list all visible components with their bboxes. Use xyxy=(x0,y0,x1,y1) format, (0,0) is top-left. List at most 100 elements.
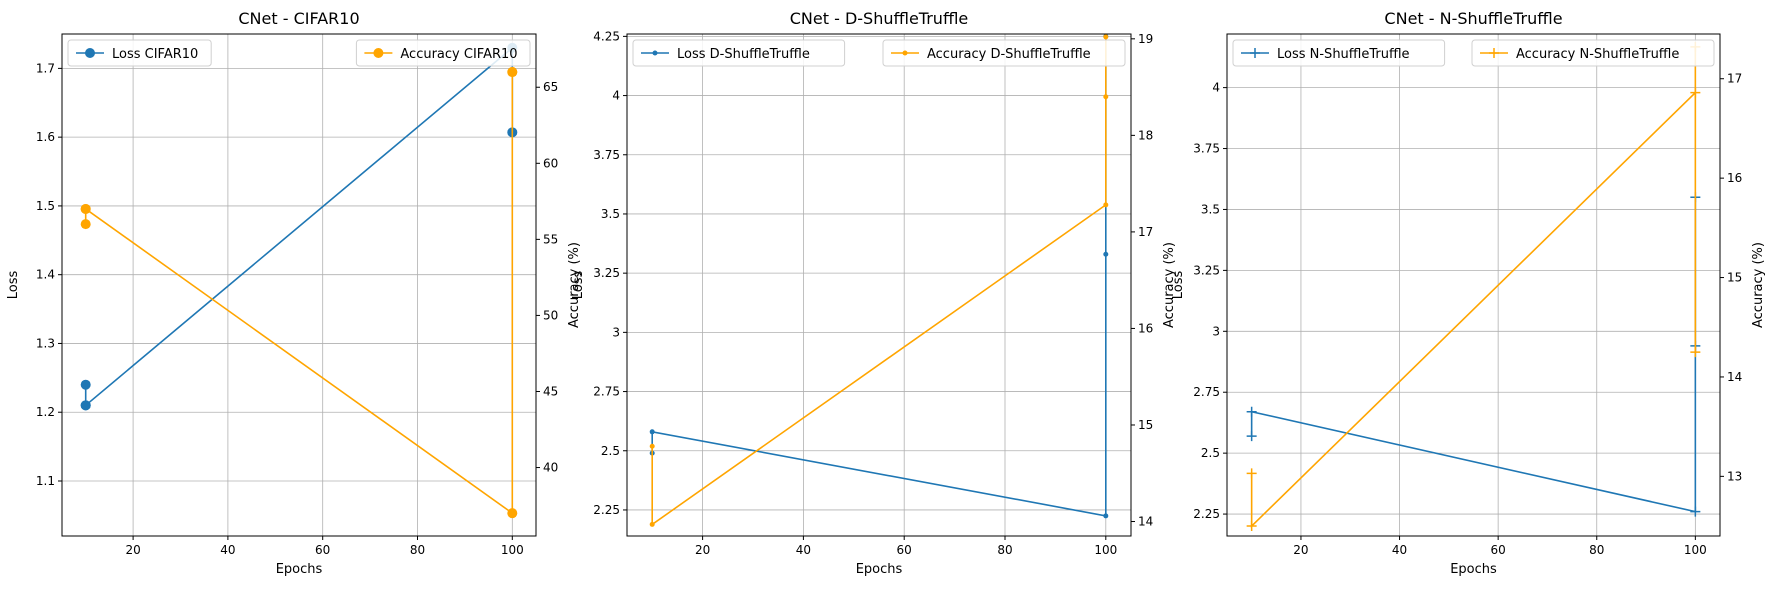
chart-title: CNet - D-ShuffleTruffle xyxy=(790,9,969,28)
y-axis-label: Loss xyxy=(6,271,21,300)
y-tick-label: 4 xyxy=(612,89,620,103)
x-tick-label: 100 xyxy=(1094,543,1117,557)
y2-tick-label: 55 xyxy=(543,232,558,246)
x-tick-label: 60 xyxy=(897,543,912,557)
y-tick-label: 2.5 xyxy=(601,444,620,458)
series-line xyxy=(651,36,1107,526)
y2-tick-label: 40 xyxy=(543,461,558,475)
data-point xyxy=(649,521,655,527)
data-point xyxy=(80,219,91,230)
legend-marker xyxy=(902,50,908,56)
chart-title: CNet - N-ShuffleTruffle xyxy=(1384,9,1562,28)
x-tick-label: 100 xyxy=(1684,543,1707,557)
series-accuracy xyxy=(1246,41,1701,532)
chart-title: CNet - CIFAR10 xyxy=(238,9,359,28)
y-tick-label: 3.25 xyxy=(593,266,620,280)
data-point xyxy=(649,443,655,449)
legend-box xyxy=(355,39,531,67)
chart-panel-1: 20 40 60 80 100 1.1 1.2 1.3 1.4 1.5 1.6 1.7 40 45 50 55… xyxy=(6,9,582,577)
series-line xyxy=(84,46,514,408)
y-tick-label: 1.4 xyxy=(36,268,55,282)
y2-tick-label: 14 xyxy=(1727,370,1742,384)
x-tick-label: 20 xyxy=(125,543,140,557)
y2-axis-label: Accuracy (%) xyxy=(1162,242,1177,328)
data-point xyxy=(1246,406,1257,417)
legend-loss[interactable]: Loss D-ShuffleTruffle xyxy=(632,39,846,67)
x-tick-label: 80 xyxy=(1589,543,1604,557)
series-accuracy xyxy=(80,67,518,519)
series-line xyxy=(1250,197,1697,513)
y-tick-label: 1.3 xyxy=(36,336,55,350)
y-tick-label: 2.5 xyxy=(1201,446,1220,460)
y2-axis-label: Accuracy (%) xyxy=(567,242,582,328)
y2-tick-label: 16 xyxy=(1727,171,1742,185)
y2-tick-label: 50 xyxy=(543,308,558,322)
data-point xyxy=(1246,431,1257,442)
x-tick-label: 80 xyxy=(997,543,1012,557)
y-tick-label: 1.1 xyxy=(36,474,55,488)
y-axis-label: Loss xyxy=(571,271,586,300)
y-tick-label: 2.75 xyxy=(593,385,620,399)
legend-accuracy[interactable]: Accuracy D-ShuffleTruffle xyxy=(882,39,1126,67)
y-tick-label: 3.75 xyxy=(593,148,620,162)
y-tick-label: 2.25 xyxy=(1193,507,1220,521)
y-tick-label: 2.25 xyxy=(593,503,620,517)
y2-tick-label: 14 xyxy=(1138,515,1153,529)
legend-loss[interactable]: Loss CIFAR10 xyxy=(67,39,212,67)
series-line xyxy=(1250,46,1697,528)
data-point xyxy=(1690,87,1701,98)
x-tick-label: 60 xyxy=(315,543,330,557)
legend-label: Loss D-ShuffleTruffle xyxy=(677,47,810,62)
x-tick-label: 20 xyxy=(695,543,710,557)
x-axis-label: Epochs xyxy=(276,562,323,577)
legend-label: Accuracy CIFAR10 xyxy=(400,47,517,62)
y2-tick-label: 65 xyxy=(543,80,558,94)
grid-lines xyxy=(1227,34,1720,536)
y2-axis-label: Accuracy (%) xyxy=(1751,242,1766,328)
data-point xyxy=(1246,521,1257,532)
series-line xyxy=(651,36,1107,517)
legend-accuracy[interactable]: Accuracy CIFAR10 xyxy=(355,39,531,67)
data-point xyxy=(80,203,91,214)
y2-tick-label: 45 xyxy=(543,384,558,398)
series-line xyxy=(84,72,514,515)
y2-tick-label: 60 xyxy=(543,156,558,170)
y-tick-label: 3.5 xyxy=(1201,202,1220,216)
y2-tick-label: 15 xyxy=(1138,418,1153,432)
legend-box xyxy=(632,39,846,67)
x-axis-label: Epochs xyxy=(1450,562,1497,577)
data-point xyxy=(1103,513,1109,519)
series-loss xyxy=(649,34,1109,519)
x-tick-label: 40 xyxy=(796,543,811,557)
legend-marker xyxy=(1250,48,1260,58)
y2-tick-label: 19 xyxy=(1138,32,1153,46)
y-tick-label: 4 xyxy=(1212,81,1220,95)
y-tick-label: 3 xyxy=(1212,324,1220,338)
y-tick-label: 1.7 xyxy=(36,61,55,75)
x-tick-label: 40 xyxy=(1392,543,1407,557)
chart-panel-3: 20 40 60 80 100 2.25 2.5 2.75 3 3.25 3.5 3.75 4 13 14 1… xyxy=(1171,9,1766,577)
legend-label: Accuracy D-ShuffleTruffle xyxy=(927,47,1091,62)
legend-marker xyxy=(85,48,95,58)
y2-tick-label: 17 xyxy=(1727,72,1742,86)
data-point xyxy=(649,429,655,435)
data-point xyxy=(1690,506,1701,517)
series-accuracy xyxy=(649,34,1109,527)
grid-lines xyxy=(62,34,536,536)
y2-tick-label: 17 xyxy=(1138,225,1153,239)
x-tick-label: 100 xyxy=(501,543,524,557)
y2-tick-label: 15 xyxy=(1727,271,1742,285)
legend-loss[interactable]: Loss N-ShuffleTruffle xyxy=(1232,39,1446,67)
legend-marker xyxy=(373,48,384,58)
legend-marker xyxy=(1489,48,1499,58)
legend-label: Accuracy N-ShuffleTruffle xyxy=(1516,47,1679,62)
chart-panel-2: 20 40 60 80 100 2.25 2.5 2.75 3 3.25 3.5 3.75 4 4.25 1… xyxy=(571,9,1177,577)
data-point xyxy=(507,508,518,519)
grid-lines xyxy=(627,34,1131,536)
legend-box xyxy=(882,39,1126,67)
legend-accuracy[interactable]: Accuracy N-ShuffleTruffle xyxy=(1471,39,1715,67)
legend-box xyxy=(1471,39,1715,67)
plot-frame xyxy=(61,33,537,537)
